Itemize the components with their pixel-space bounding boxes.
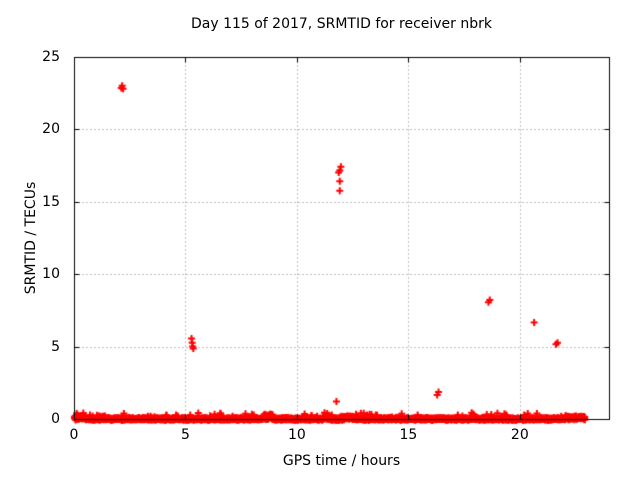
chart-title: Day 115 of 2017, SRMTID for receiver nbr… bbox=[190, 16, 493, 32]
y-tick-label: 20 bbox=[42, 121, 60, 138]
x-tick-label: 15 bbox=[399, 427, 418, 443]
x-axis-label: GPS time / hours bbox=[282, 453, 401, 469]
y-tick-label: 5 bbox=[51, 338, 60, 355]
x-tick-label: 20 bbox=[510, 427, 529, 443]
y-tick-label: 25 bbox=[42, 49, 60, 65]
y-tick-label: 15 bbox=[42, 193, 60, 210]
x-tick-label: 0 bbox=[69, 427, 79, 443]
x-tick-label: 10 bbox=[287, 427, 306, 443]
x-tick-label: 5 bbox=[180, 427, 190, 443]
y-tick-label: 10 bbox=[42, 266, 60, 283]
y-tick-label: 0 bbox=[51, 411, 60, 427]
